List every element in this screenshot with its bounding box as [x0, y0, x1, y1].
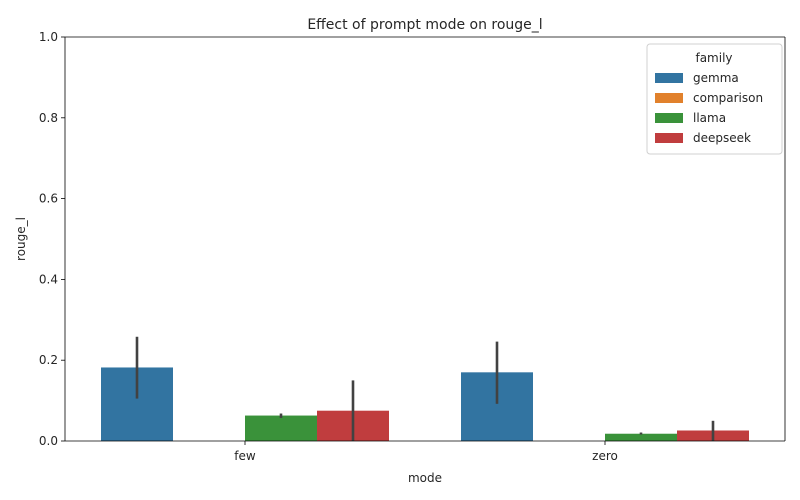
y-tick-label: 0.6	[39, 192, 58, 206]
chart-title: Effect of prompt mode on rouge_l	[307, 17, 542, 33]
x-tick-label-zero: zero	[592, 449, 618, 463]
legend-swatch-gemma	[655, 73, 683, 83]
bar-llama-zero	[605, 433, 677, 441]
legend-label-llama: llama	[693, 111, 726, 125]
x-tick-label-few: few	[234, 449, 256, 463]
y-axis-label: rouge_l	[14, 217, 28, 261]
axes-group	[64, 36, 786, 442]
legend-items: gemma comparison llama deepseek	[655, 71, 763, 145]
bar-llama-few	[245, 415, 317, 441]
y-ticks-group: 0.0 0.2 0.4 0.6 0.8 1.0	[39, 30, 65, 448]
y-tick-label: 1.0	[39, 30, 58, 44]
x-axis-label: mode	[408, 471, 442, 485]
legend-label-comparison: comparison	[693, 91, 763, 105]
legend-title: family	[695, 51, 732, 65]
legend-label-gemma: gemma	[693, 71, 739, 85]
bars-group	[101, 367, 749, 441]
legend-swatch-llama	[655, 113, 683, 123]
y-tick-label: 0.2	[39, 353, 58, 367]
y-tick-label: 0.8	[39, 111, 58, 125]
legend-swatch-deepseek	[655, 133, 683, 143]
legend: family gemma comparison llama deepseek	[646, 43, 783, 155]
x-ticks-group: few zero	[234, 441, 618, 463]
legend-swatch-comparison	[655, 93, 683, 103]
legend-frame	[646, 43, 783, 155]
y-tick-label: 0.0	[39, 434, 58, 448]
legend-label-deepseek: deepseek	[693, 131, 751, 145]
error-bars-group	[135, 336, 715, 441]
y-tick-label: 0.4	[39, 272, 58, 286]
